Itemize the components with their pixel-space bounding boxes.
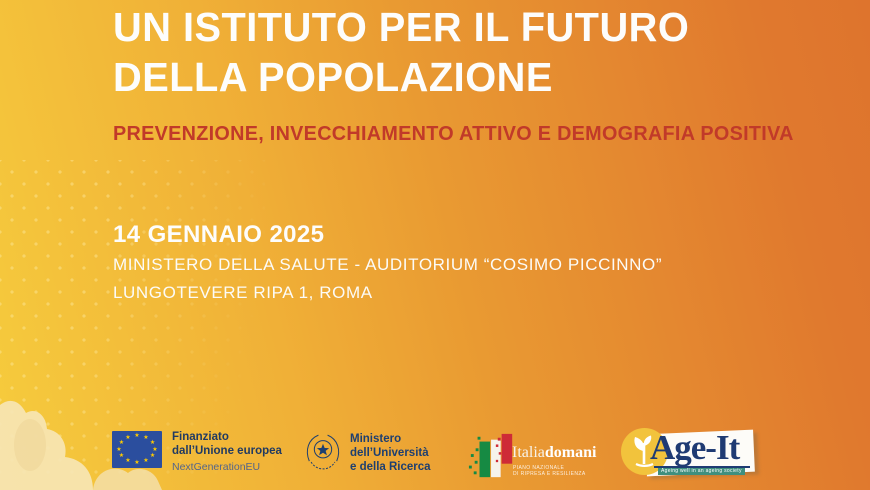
italy-flag-icon [468, 433, 513, 478]
eu-funding-line1: Finanziato [172, 431, 229, 443]
italia-word: Italia [512, 444, 545, 461]
eu-funding-line3: NextGenerationEU [172, 461, 261, 473]
event-date: 14 GENNAIO 2025 [113, 221, 325, 248]
event-address: LUNGOTEVERE RIPA 1, ROMA [113, 283, 373, 302]
italia-domani-logo: Italiadomani PIANO NAZIONALE DI RIPRESA … [458, 428, 603, 483]
age-it-underline [654, 466, 750, 468]
eu-funding-line2: dall’Unione europea [172, 445, 282, 457]
ministry-logo: Ministero dell’Università e della Ricerc… [350, 432, 431, 474]
title-line-2: DELLA POPOLAZIONE [113, 54, 553, 100]
age-it-tagline: Ageing well in an ageing society [658, 468, 745, 475]
title-line-1: UN ISTITUTO PER IL FUTURO [113, 4, 690, 50]
page-title: UN ISTITUTO PER IL FUTURO DELLA POPOLAZI… [113, 2, 689, 102]
ministry-line2: dell’Università [350, 447, 429, 459]
statue-decoration [0, 400, 162, 490]
age-it-wordmark: Age-It [650, 428, 740, 467]
domani-word: domani [544, 444, 597, 461]
age-it-logo: Age-It Ageing well in an ageing society [618, 424, 758, 482]
ministry-line1: Ministero [350, 433, 402, 445]
subtitle: PREVENZIONE, INVECCHIAMENTO ATTIVO E DEM… [113, 123, 794, 145]
ministry-emblem-icon [306, 434, 340, 470]
ministry-line3: e della Ricerca [350, 461, 431, 473]
event-venue: MINISTERO DELLA SALUTE - AUDITORIUM “COS… [113, 255, 663, 274]
italia-domani-wordmark: Italiadomani [512, 444, 596, 462]
eu-funding-logo: Finanziato dall’Unione europea NextGener… [172, 430, 282, 474]
pnrr-subtitle: PIANO NAZIONALE DI RIPRESA E RESILIENZA [513, 465, 586, 477]
eu-flag-icon: ★ ★ ★ ★ ★ ★ ★ ★ ★ ★ ★ ★ [112, 431, 162, 468]
